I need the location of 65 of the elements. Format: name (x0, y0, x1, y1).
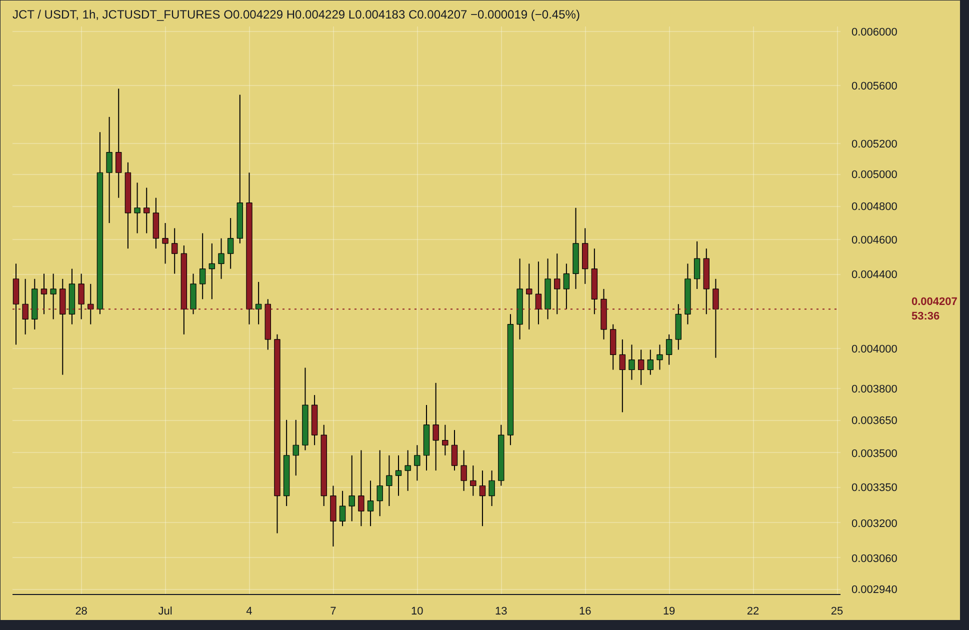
candlestick (106, 116, 112, 224)
y-tick-label: 0.003350 (852, 482, 898, 494)
y-tick-label: 0.004400 (852, 269, 898, 282)
candlestick (292, 419, 299, 476)
x-tick-label: 22 (746, 606, 760, 618)
candlestick (470, 465, 476, 496)
candlestick (386, 454, 392, 507)
y-tick-label: 0.003800 (852, 384, 898, 396)
x-tick-label: 4 (246, 606, 252, 618)
chart-title: JCT / USDT, 1h, JCTUSDT_FUTURES O0.004229 H0.004229 L0.004183 C0.004207 −0.000019 (−0.45%) (12, 8, 580, 22)
candlestick (218, 238, 224, 280)
candlestick (367, 480, 374, 527)
candlestick (50, 273, 56, 320)
x-tick-label: 13 (495, 606, 508, 618)
candlestick (479, 470, 486, 527)
candlestick (404, 450, 411, 492)
candlestick (647, 349, 654, 376)
y-tick-label: 0.004600 (852, 234, 898, 246)
candlestick (348, 454, 355, 522)
candlestick (442, 424, 448, 456)
candlestick (134, 182, 140, 234)
candlestick (460, 450, 467, 492)
candlestick (339, 490, 346, 527)
x-tick-label: 19 (662, 606, 676, 618)
candlestick (488, 470, 495, 507)
x-tick-label: 28 (75, 606, 88, 618)
candlestick (414, 444, 420, 482)
candlestick (656, 344, 663, 370)
candlestick (666, 334, 672, 366)
candlestick (451, 430, 458, 472)
ref-line-label: 0.004207 (912, 296, 958, 308)
candlestick (376, 450, 383, 517)
candlestick (358, 450, 364, 527)
candlestick (628, 344, 635, 380)
x-tick-label: 10 (411, 606, 424, 618)
candlestick (563, 263, 570, 310)
x-tick-label: Jul (158, 606, 172, 618)
candlestick (694, 240, 700, 290)
candlestick (199, 232, 206, 300)
y-tick-label: 0.005600 (852, 80, 898, 93)
candlestick (395, 454, 402, 496)
y-tick-label: 0.004000 (852, 344, 898, 356)
candlestick (638, 349, 644, 386)
y-tick-label: 0.003500 (852, 448, 898, 460)
y-tick-label: 0.003650 (852, 415, 898, 428)
candlestick (144, 187, 150, 234)
candlestick (432, 382, 439, 472)
y-tick-label: 0.004800 (852, 201, 898, 214)
y-tick-label: 0.002940 (852, 584, 898, 596)
candlestick (208, 242, 216, 300)
x-tick-label: 7 (330, 606, 336, 618)
candlestick (227, 218, 234, 270)
candlestick (162, 222, 168, 264)
text: 53:36 (912, 310, 940, 322)
x-tick-label: 25 (830, 606, 844, 618)
y-tick-label: 0.003060 (852, 552, 898, 565)
y-tick-label: 0.005000 (852, 169, 898, 182)
candlestick (619, 338, 626, 413)
candlestick (116, 88, 122, 198)
candlestick (255, 281, 262, 325)
y-tick-label: 0.006000 (852, 26, 898, 39)
y-tick-label: 0.003200 (852, 518, 898, 530)
y-tick-label: 0.005200 (852, 138, 898, 151)
candlestick (172, 228, 178, 274)
x-tick-label: 16 (578, 606, 592, 618)
